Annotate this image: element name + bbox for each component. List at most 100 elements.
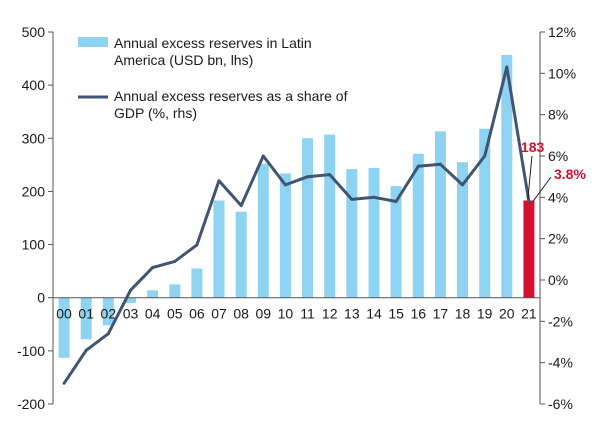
bar-02 [102, 297, 114, 326]
line-point-02 [106, 332, 110, 336]
legend-bar-label: America (USD bn, lhs) [114, 52, 253, 68]
right-tick-label: 8% [548, 107, 568, 123]
legend-bar-swatch [78, 37, 108, 47]
line-series [62, 65, 531, 385]
x-tick-label: 03 [123, 306, 139, 322]
x-tick-label: 20 [499, 306, 515, 322]
x-tick-label: 14 [366, 306, 382, 322]
bar-19 [479, 128, 491, 298]
x-tick-label: 05 [167, 306, 183, 322]
line-point-19 [483, 154, 487, 158]
line-point-09 [261, 154, 265, 158]
left-tick-label: 100 [22, 237, 46, 253]
bar-04 [147, 290, 159, 298]
x-tick-label: 00 [56, 306, 72, 322]
x-tick-label: 13 [344, 306, 360, 322]
x-tick-label: 12 [322, 306, 338, 322]
x-tick-label: 16 [410, 306, 426, 322]
x-tick-label: 09 [256, 306, 272, 322]
line-point-03 [129, 288, 132, 292]
bar-16 [412, 153, 424, 298]
last-bar-value-label: 183 [521, 139, 545, 155]
bar-05 [169, 284, 181, 298]
right-tick-label: -4% [548, 355, 573, 371]
x-tick-label: 15 [388, 306, 404, 322]
x-tick-label: 08 [233, 306, 249, 322]
right-tick-label: 12% [548, 24, 576, 40]
line-point-11 [306, 175, 310, 179]
bar-07 [213, 200, 225, 298]
line-point-00 [62, 381, 66, 385]
left-tick-label: 200 [22, 183, 46, 199]
line-point-06 [195, 243, 199, 247]
x-tick-label: 19 [477, 306, 493, 322]
bar-12 [324, 134, 336, 298]
x-tick-label: 18 [455, 306, 471, 322]
line-point-14 [372, 195, 376, 199]
line-point-01 [84, 348, 88, 352]
last-line-value-label: 3.8% [554, 166, 586, 182]
left-tick-label: 300 [22, 130, 46, 146]
x-tick-label: 17 [433, 306, 449, 322]
line-point-12 [328, 173, 332, 177]
line-point-10 [283, 183, 287, 187]
bar-01 [80, 297, 92, 340]
line-point-13 [350, 197, 354, 201]
line-point-16 [416, 164, 420, 168]
right-tick-label: 4% [548, 189, 568, 205]
bar-20 [501, 54, 513, 298]
line-point-21 [527, 200, 531, 203]
left-tick-label: -200 [17, 396, 45, 412]
left-tick-label: 400 [22, 77, 46, 93]
share-of-gdp-line [62, 65, 531, 385]
bar-11 [302, 138, 314, 298]
right-tick-label: 2% [548, 231, 568, 247]
legend-line-label: Annual excess reserves as a share of [114, 88, 348, 104]
bar-03 [125, 297, 136, 303]
bar-15 [390, 186, 402, 298]
line-point-20 [505, 65, 509, 69]
axes: -200-1000100200300400500-6%-4%-2%0%2%4%6… [17, 24, 576, 412]
left-tick-label: -100 [17, 343, 45, 359]
line-point-18 [461, 183, 464, 187]
right-tick-label: 10% [548, 65, 576, 81]
right-tick-label: 0% [548, 272, 568, 288]
right-tick-label: 6% [548, 148, 568, 164]
left-tick-label: 0 [37, 290, 45, 306]
bar-series [58, 54, 535, 358]
bar-00 [58, 297, 70, 358]
annotations: 183 3.8% [521, 139, 586, 202]
line-point-04 [151, 266, 155, 270]
x-tick-label: 11 [300, 306, 315, 322]
line-point-08 [239, 204, 243, 208]
bar-14 [368, 168, 380, 298]
bar-13 [346, 169, 358, 298]
bar-09 [257, 163, 269, 298]
line-point-15 [394, 200, 398, 203]
bar-06 [191, 268, 203, 298]
line-point-05 [173, 259, 177, 263]
bar-18 [457, 162, 468, 298]
x-tick-label: 21 [521, 306, 537, 322]
left-tick-label: 500 [22, 24, 46, 40]
x-tick-label: 01 [78, 306, 94, 322]
x-tick-label: 02 [101, 306, 117, 322]
right-tick-label: -2% [548, 313, 573, 329]
right-tick-label: -6% [548, 396, 573, 412]
last-line-leader [532, 176, 552, 202]
bar-21 [523, 200, 535, 298]
line-point-07 [217, 179, 221, 183]
legend-line-label: GDP (%, rhs) [114, 105, 197, 121]
legend-bar-label: Annual excess reserves in Latin [114, 35, 312, 51]
x-tick-label: 06 [189, 306, 205, 322]
bar-17 [434, 131, 446, 298]
x-tick-label: 07 [211, 306, 227, 322]
bar-10 [279, 173, 291, 298]
x-tick-label: 10 [278, 306, 294, 322]
line-point-17 [438, 162, 442, 166]
bar-08 [235, 211, 247, 298]
x-tick-label: 04 [145, 306, 161, 322]
